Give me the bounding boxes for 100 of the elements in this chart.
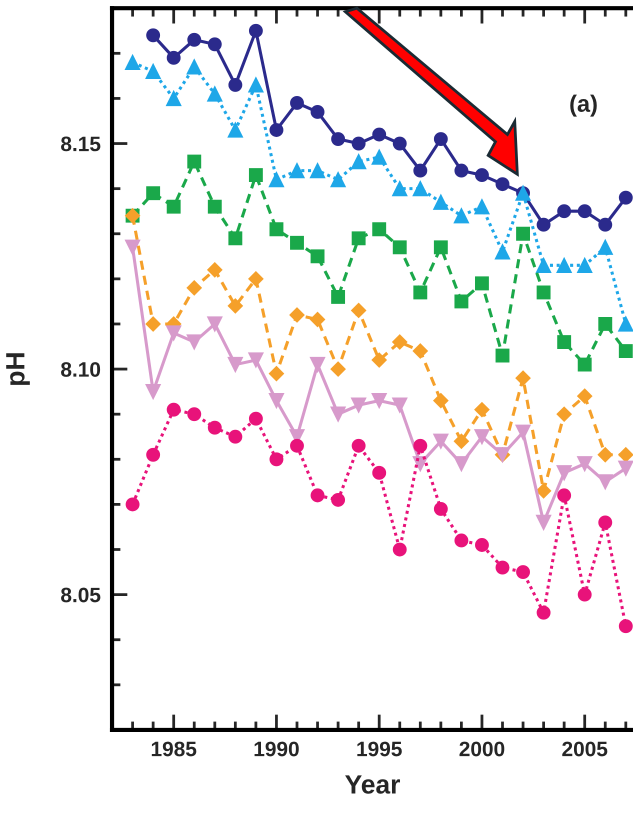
point xyxy=(372,149,387,165)
point xyxy=(207,86,222,102)
point xyxy=(434,132,448,146)
point xyxy=(310,105,324,119)
point xyxy=(413,438,428,453)
point xyxy=(556,406,572,422)
point xyxy=(618,460,633,476)
point xyxy=(270,123,284,137)
point xyxy=(330,362,346,377)
point xyxy=(126,497,140,512)
point xyxy=(186,280,202,296)
point xyxy=(433,393,448,408)
point xyxy=(228,78,242,92)
point xyxy=(352,136,366,150)
point xyxy=(187,154,202,169)
point xyxy=(392,398,408,413)
point xyxy=(310,312,326,328)
point xyxy=(268,366,284,382)
point xyxy=(146,384,161,400)
point xyxy=(454,208,470,224)
point xyxy=(146,316,161,332)
point xyxy=(536,483,552,498)
point xyxy=(372,222,386,236)
point xyxy=(187,32,202,47)
x-tick-label: 2005 xyxy=(562,742,608,756)
point xyxy=(536,606,551,620)
point xyxy=(270,222,284,236)
point xyxy=(289,307,305,323)
point xyxy=(618,190,633,205)
x-tick-label: 2000 xyxy=(460,742,504,756)
point xyxy=(330,406,346,422)
point xyxy=(392,181,408,196)
point xyxy=(618,447,633,462)
x-axis-title: Year xyxy=(345,775,400,794)
point xyxy=(166,90,182,106)
point xyxy=(248,77,264,93)
point xyxy=(413,285,428,300)
point xyxy=(496,560,510,574)
x-tick-label: 1995 xyxy=(357,742,402,756)
point xyxy=(207,316,222,332)
point xyxy=(166,50,181,65)
point xyxy=(577,388,592,404)
point xyxy=(228,356,243,372)
point xyxy=(618,344,633,358)
point xyxy=(372,466,386,480)
point xyxy=(413,164,428,178)
point xyxy=(166,402,181,417)
point xyxy=(536,218,551,232)
point xyxy=(352,438,366,453)
point xyxy=(270,452,284,466)
point xyxy=(536,285,551,300)
point xyxy=(598,516,612,530)
y-tick-label: 8.15 xyxy=(61,136,100,152)
point xyxy=(392,542,407,556)
point xyxy=(124,54,140,70)
x-tick-label: 1990 xyxy=(254,742,299,756)
point xyxy=(248,271,264,286)
y-axis-title: pH xyxy=(6,353,30,385)
point xyxy=(454,456,470,472)
point xyxy=(578,358,592,372)
point xyxy=(475,538,489,552)
point xyxy=(248,412,263,426)
point xyxy=(331,132,346,146)
point xyxy=(166,325,182,341)
point xyxy=(618,619,633,634)
point xyxy=(268,172,284,188)
point xyxy=(248,168,263,182)
point xyxy=(289,162,305,178)
point xyxy=(372,128,386,142)
point xyxy=(351,302,366,318)
point xyxy=(598,218,612,232)
point xyxy=(392,334,408,350)
point xyxy=(290,96,304,110)
point xyxy=(186,334,202,350)
point xyxy=(228,430,242,444)
point xyxy=(475,276,489,290)
point xyxy=(496,348,510,362)
point xyxy=(392,240,407,254)
point xyxy=(351,154,366,170)
point xyxy=(577,456,592,472)
point xyxy=(310,249,324,264)
point xyxy=(310,488,324,502)
point xyxy=(208,420,222,435)
point xyxy=(412,181,428,196)
point xyxy=(208,37,222,52)
point xyxy=(207,262,222,278)
point xyxy=(268,393,284,408)
point xyxy=(433,434,448,449)
point xyxy=(352,231,366,246)
point xyxy=(228,122,243,138)
point xyxy=(598,474,613,490)
point xyxy=(454,534,468,548)
point xyxy=(124,240,140,255)
point xyxy=(372,393,387,408)
point xyxy=(536,258,552,273)
point xyxy=(310,162,326,178)
point xyxy=(578,204,592,218)
point xyxy=(330,172,346,188)
point xyxy=(516,565,530,580)
point xyxy=(186,59,202,74)
